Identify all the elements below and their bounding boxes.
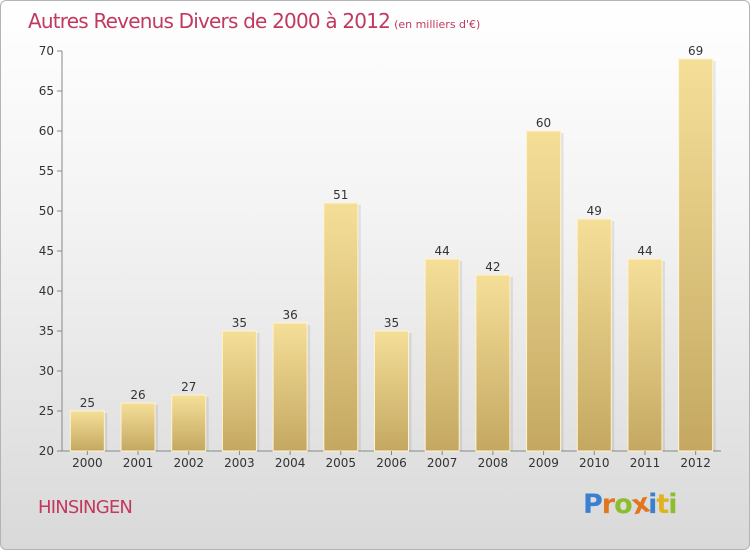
y-tick-label: 70: [39, 44, 54, 58]
x-tick-label: 2003: [224, 456, 255, 470]
logo-letter: o: [614, 489, 633, 520]
bar-value-label: 26: [130, 388, 145, 402]
bar-value-label: 69: [688, 44, 703, 58]
bar-value-label: 36: [282, 308, 297, 322]
bar: [424, 258, 460, 452]
bar: [374, 330, 409, 452]
bar-value-label: 49: [587, 204, 602, 218]
y-tick-label: 60: [39, 124, 54, 138]
bar-value-label: 35: [384, 316, 399, 330]
logo-letter: i: [668, 489, 677, 520]
x-tick-label: 2006: [376, 456, 407, 470]
bar-value-label: 44: [637, 244, 652, 258]
x-tick-label: 2007: [427, 456, 458, 470]
bar-value-label: 25: [80, 396, 95, 410]
chart-title-text: Autres Revenus Divers de 2000 à 2012: [28, 9, 391, 33]
plot-area: 20 25 30 35 40 45 50 55 60 65 70 25 2000 26 2001 27 2002…: [39, 44, 721, 470]
chart-title: Autres Revenus Divers de 2000 à 2012 (en …: [28, 9, 480, 33]
bar: [120, 402, 156, 452]
proxiti-logo: Proxiti: [583, 488, 678, 522]
bar: [323, 202, 359, 452]
x-tick-label: 2008: [478, 456, 509, 470]
bar: [221, 330, 257, 452]
logo-letter: t: [656, 489, 669, 520]
x-tick-label: 2009: [528, 456, 559, 470]
logo-letter: i: [648, 489, 657, 520]
bar: [627, 258, 663, 452]
y-tick-label: 65: [39, 84, 54, 98]
chart-subtitle: (en milliers d'€): [394, 18, 481, 31]
bar-value-label: 42: [485, 260, 500, 274]
x-tick-label: 2000: [72, 456, 103, 470]
y-tick-label: 20: [39, 444, 54, 458]
bar: [475, 274, 511, 452]
x-tick-label: 2001: [123, 456, 154, 470]
bar-value-label: 60: [536, 116, 551, 130]
bar-value-label: 44: [435, 244, 450, 258]
logo-letter: P: [583, 489, 603, 520]
bar: [678, 58, 714, 452]
y-tick-label: 55: [39, 164, 54, 178]
x-tick-label: 2004: [275, 456, 306, 470]
bar: [69, 410, 105, 452]
commune-name: HINSINGEN: [38, 497, 133, 518]
x-tick-label: 2011: [630, 456, 661, 470]
y-tick-label: 50: [39, 204, 54, 218]
bar: [272, 322, 308, 452]
logo-letter: r: [601, 489, 615, 520]
x-tick-label: 2012: [680, 456, 711, 470]
x-tick-label: 2002: [173, 456, 204, 470]
y-tick-label: 30: [39, 364, 54, 378]
y-tick-label: 40: [39, 284, 54, 298]
y-tick-label: 45: [39, 244, 54, 258]
bar: [171, 394, 207, 452]
y-tick-label: 35: [39, 324, 54, 338]
bar-value-label: 35: [232, 316, 247, 330]
bar-value-label: 27: [181, 380, 196, 394]
bar: [576, 218, 612, 452]
y-tick-label: 25: [39, 404, 54, 418]
x-tick-label: 2010: [579, 456, 610, 470]
bar-value-label: 51: [333, 188, 348, 202]
bar: [526, 130, 562, 452]
x-tick-label: 2005: [326, 456, 357, 470]
